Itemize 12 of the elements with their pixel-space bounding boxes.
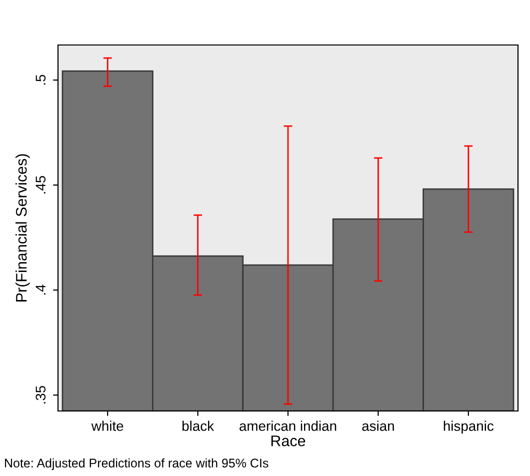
x-tick-label: black bbox=[182, 420, 214, 431]
x-tick-label: hispanic bbox=[444, 420, 494, 434]
y-tick-label: .45 bbox=[36, 176, 46, 194]
y-tick-label: .35 bbox=[36, 386, 46, 404]
y-tick-label: .4 bbox=[36, 284, 46, 295]
y-axis-title: Pr(Financial Services) bbox=[16, 154, 30, 302]
text: Note: Adjusted Predictions of race with 95% CIs bbox=[5, 458, 268, 470]
y-tick-label: .5 bbox=[36, 74, 46, 85]
x-tick-label: american indian bbox=[240, 420, 336, 431]
x-tick-label: white bbox=[91, 420, 124, 431]
x-tick-label: asian bbox=[362, 420, 394, 431]
x-axis-title: Race bbox=[271, 436, 306, 446]
